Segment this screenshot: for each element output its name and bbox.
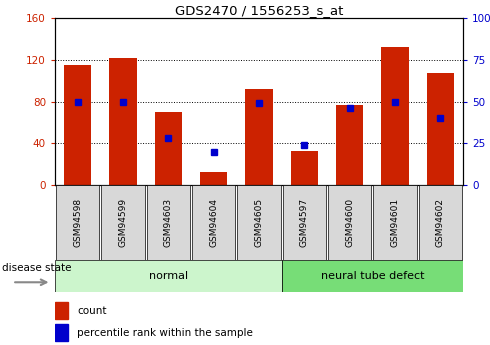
FancyBboxPatch shape — [328, 185, 371, 260]
Text: GSM94600: GSM94600 — [345, 198, 354, 247]
Title: GDS2470 / 1556253_s_at: GDS2470 / 1556253_s_at — [175, 4, 343, 17]
Text: GSM94598: GSM94598 — [73, 198, 82, 247]
Text: GSM94602: GSM94602 — [436, 198, 445, 247]
Bar — [427, 73, 454, 185]
Bar — [64, 65, 91, 185]
FancyBboxPatch shape — [418, 185, 462, 260]
Text: count: count — [77, 306, 107, 316]
FancyBboxPatch shape — [283, 185, 326, 260]
Bar — [381, 47, 409, 185]
Bar — [336, 105, 363, 185]
Bar — [55, 302, 68, 319]
Text: GSM94603: GSM94603 — [164, 198, 173, 247]
FancyBboxPatch shape — [237, 185, 281, 260]
FancyBboxPatch shape — [101, 185, 145, 260]
Text: neural tube defect: neural tube defect — [320, 271, 424, 281]
Text: percentile rank within the sample: percentile rank within the sample — [77, 328, 253, 338]
Text: GSM94599: GSM94599 — [119, 198, 127, 247]
Text: GSM94597: GSM94597 — [300, 198, 309, 247]
Text: disease state: disease state — [2, 263, 72, 273]
FancyBboxPatch shape — [282, 260, 463, 292]
FancyBboxPatch shape — [56, 185, 99, 260]
Text: normal: normal — [149, 271, 188, 281]
Text: GSM94601: GSM94601 — [391, 198, 399, 247]
Text: GSM94605: GSM94605 — [254, 198, 264, 247]
Bar — [109, 58, 137, 185]
FancyBboxPatch shape — [147, 185, 190, 260]
Bar — [55, 324, 68, 341]
FancyBboxPatch shape — [55, 260, 282, 292]
FancyBboxPatch shape — [192, 185, 235, 260]
Bar — [245, 89, 272, 185]
Bar — [291, 150, 318, 185]
Bar — [200, 172, 227, 185]
FancyBboxPatch shape — [373, 185, 417, 260]
Text: GSM94604: GSM94604 — [209, 198, 218, 247]
Bar — [155, 112, 182, 185]
